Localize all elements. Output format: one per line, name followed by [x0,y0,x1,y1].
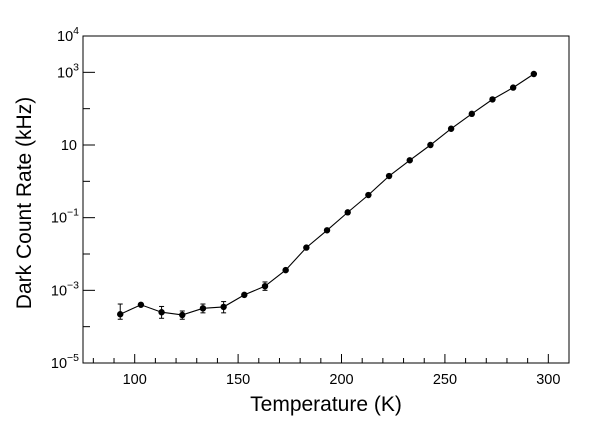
y-axis-ticks: 10−5 10−3 10−1 10 103 104 [51,25,95,372]
data-point [199,305,207,312]
data-series [117,70,538,320]
data-point [406,157,413,164]
x-tick-label: 250 [433,372,457,388]
data-point [323,227,331,234]
data-point [489,96,496,103]
data-point [158,309,165,316]
data-point [385,172,393,180]
data-point [468,110,475,118]
data-point [137,301,145,308]
x-axis-label: Temperature (K) [250,393,402,416]
data-point [344,209,351,216]
x-tick-label: 300 [536,372,560,388]
data-point [241,291,248,299]
x-axis-ticks: 100 150 200 250 300 [92,354,570,388]
data-point [179,311,186,319]
plot-frame [82,35,570,364]
x-tick-label: 200 [329,372,353,388]
data-point [365,191,372,199]
data-point [117,311,124,318]
y-tick-label: 10 [61,138,77,154]
data-point [220,303,227,311]
y-tick-label: 10−5 [51,352,79,372]
data-point [261,282,269,290]
x-tick-label: 150 [226,372,250,388]
data-point [530,70,538,78]
y-tick-label: 10−3 [51,279,79,299]
y-tick-label: 103 [57,61,79,81]
series-line [120,73,535,316]
data-point [282,266,289,274]
data-point [303,244,310,251]
data-point [427,141,434,149]
y-axis-label: Dark Count Rate (kHz) [13,97,36,309]
y-tick-label: 104 [57,25,79,45]
data-point [509,84,517,91]
data-point [447,125,455,132]
plot-area: 100 150 200 250 300 10−5 10−3 10−1 10 103 104 [51,25,570,388]
y-tick-label: 10−1 [51,207,79,227]
x-tick-label: 100 [123,372,147,388]
